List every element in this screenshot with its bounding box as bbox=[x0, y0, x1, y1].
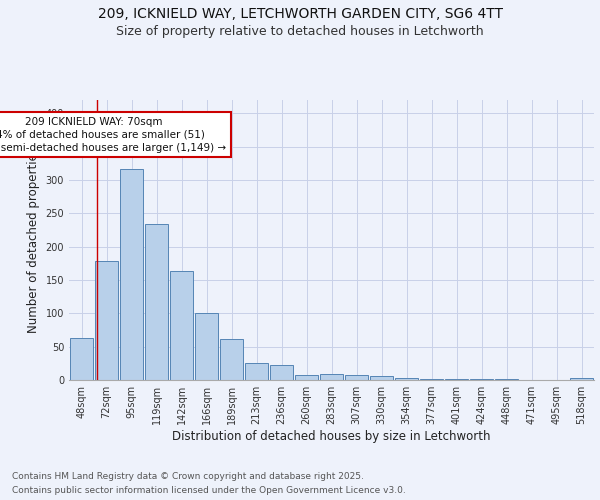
Bar bbox=[420, 378, 443, 380]
Text: 209, ICKNIELD WAY, LETCHWORTH GARDEN CITY, SG6 4TT: 209, ICKNIELD WAY, LETCHWORTH GARDEN CIT… bbox=[97, 8, 503, 22]
Bar bbox=[295, 374, 318, 380]
Bar bbox=[195, 312, 218, 380]
Text: Size of property relative to detached houses in Letchworth: Size of property relative to detached ho… bbox=[116, 25, 484, 38]
Bar bbox=[270, 366, 293, 380]
Text: Contains public sector information licensed under the Open Government Licence v3: Contains public sector information licen… bbox=[12, 486, 406, 495]
Bar bbox=[345, 376, 368, 380]
Bar bbox=[220, 340, 243, 380]
Bar bbox=[570, 378, 593, 380]
Bar bbox=[70, 338, 93, 380]
X-axis label: Distribution of detached houses by size in Letchworth: Distribution of detached houses by size … bbox=[172, 430, 491, 443]
Bar bbox=[95, 262, 118, 380]
Bar bbox=[170, 270, 193, 380]
Bar bbox=[370, 376, 393, 380]
Bar bbox=[320, 374, 343, 380]
Text: 209 ICKNIELD WAY: 70sqm
← 4% of detached houses are smaller (51)
96% of semi-det: 209 ICKNIELD WAY: 70sqm ← 4% of detached… bbox=[0, 116, 227, 153]
Y-axis label: Number of detached properties: Number of detached properties bbox=[27, 147, 40, 333]
Bar bbox=[145, 224, 168, 380]
Text: Contains HM Land Registry data © Crown copyright and database right 2025.: Contains HM Land Registry data © Crown c… bbox=[12, 472, 364, 481]
Bar bbox=[395, 378, 418, 380]
Bar bbox=[245, 362, 268, 380]
Bar bbox=[120, 170, 143, 380]
